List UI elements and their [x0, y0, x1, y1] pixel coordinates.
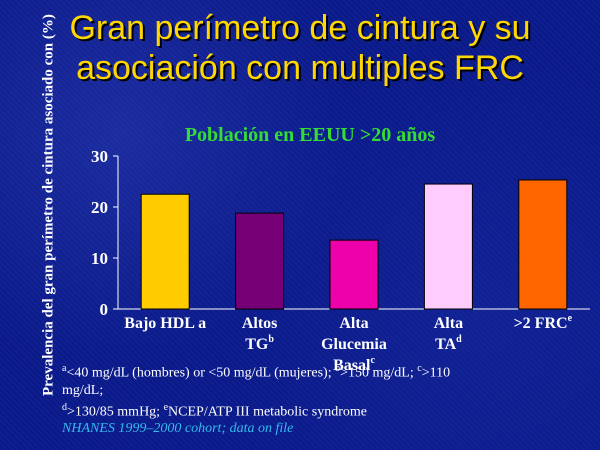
footnote-line-3: d>130/85 mmHg; eNCEP/ATP III metabolic s… — [62, 399, 582, 421]
x-category-label: Alta — [434, 315, 463, 332]
title-line-1: Gran perímetro de cintura y su — [69, 9, 531, 47]
footnote-line-1: a<40 mg/dL (hombres) or <50 mg/dL (mujer… — [62, 360, 582, 382]
x-category-label: Alta — [339, 315, 368, 332]
category-superscript: d — [456, 334, 462, 345]
chart-title: Población en EEUU >20 años — [184, 124, 436, 146]
y-tick-label: 0 — [100, 300, 109, 319]
bar — [140, 193, 190, 310]
footnotes: a<40 mg/dL (hombres) or <50 mg/dL (mujer… — [62, 360, 582, 437]
footnote-a-text: <40 mg/dL (hombres) or <50 mg/dL (mujere… — [66, 365, 336, 381]
x-category-label: Glucemia — [321, 336, 387, 353]
bar — [329, 239, 379, 310]
x-category-label: TAd — [435, 334, 462, 353]
category-superscript: e — [568, 313, 573, 324]
slide-title: Gran perímetro de cintura y su asociació… — [0, 8, 600, 88]
footnote-sup-d: d — [62, 401, 67, 413]
footnote-sup-e: e — [163, 401, 169, 413]
footnote-sup-c: c — [417, 363, 422, 374]
bar — [423, 183, 473, 310]
y-tick-label: 20 — [91, 198, 108, 217]
category-superscript: b — [268, 334, 274, 345]
x-category-label: Bajo HDL a — [124, 315, 206, 332]
x-category-label: Altos — [242, 315, 278, 332]
x-category-label: >2 FRCe — [514, 313, 573, 332]
title-line-2: asociación con multiples FRC — [76, 49, 524, 87]
footnote-sup-b: b — [335, 363, 341, 374]
footnote-b-text: >150 mg/dL; — [340, 365, 418, 381]
footnote-e-text: NCEP/ATP III metabolic syndrome — [168, 404, 367, 420]
bar — [518, 179, 568, 310]
y-tick-label: 30 — [91, 147, 108, 166]
footnote-sup-a: a — [62, 363, 67, 374]
bar — [235, 212, 285, 310]
x-category-label: TGb — [245, 334, 274, 353]
data-source: NHANES 1999–2000 cohort; data on file — [62, 421, 294, 437]
x-category-label: Basalc — [333, 355, 375, 374]
category-superscript: c — [370, 355, 375, 366]
footnote-d-text: >130/85 mmHg; — [67, 404, 164, 420]
footnote-c-text: >110 — [421, 365, 451, 381]
y-tick-label: 10 — [91, 249, 108, 268]
footnote-line-2: mg/dL; — [62, 382, 104, 398]
